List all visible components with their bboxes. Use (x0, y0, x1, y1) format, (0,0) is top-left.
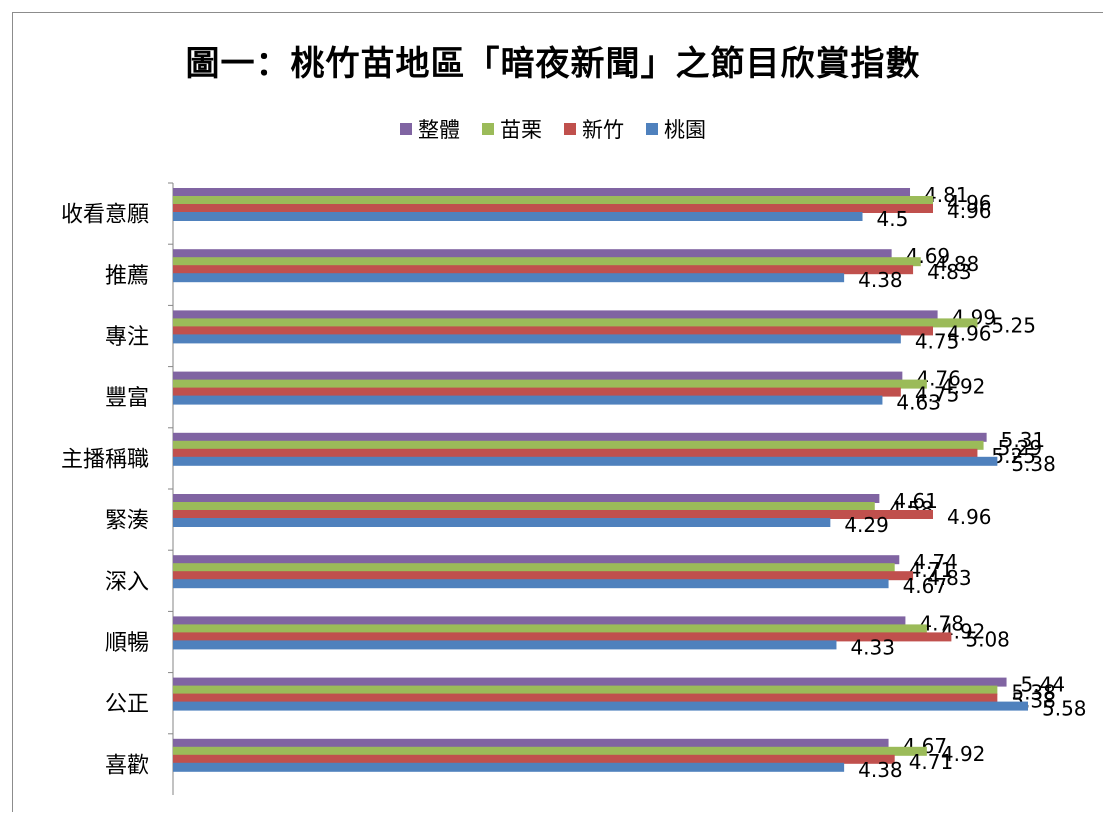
data-label: 4.71 (909, 558, 954, 582)
legend-item: 整體 (400, 114, 460, 144)
legend-item: 苗栗 (482, 114, 542, 144)
legend-swatch (564, 123, 576, 135)
y-tick-label: 緊湊 (105, 509, 149, 534)
legend-swatch (400, 123, 412, 135)
legend-swatch (646, 123, 658, 135)
legend-item: 桃園 (646, 114, 706, 144)
bar (173, 395, 883, 405)
bar (173, 249, 892, 259)
y-tick-label: 深入 (105, 570, 149, 595)
data-label: 4.96 (947, 199, 992, 223)
data-label: 4.83 (927, 260, 972, 284)
data-label: 4.83 (927, 566, 972, 590)
y-tick-label: 推薦 (105, 264, 149, 289)
bar (173, 440, 984, 450)
data-label: 4.74 (913, 550, 958, 574)
data-label: 5.38 (1011, 452, 1056, 476)
bar (173, 738, 889, 748)
data-label: 4.96 (947, 321, 992, 345)
bar (173, 616, 906, 626)
bar (173, 318, 978, 328)
bar (173, 571, 914, 581)
bar (173, 632, 952, 642)
data-label: 4.33 (850, 635, 895, 659)
bar (173, 624, 927, 634)
legend: 整體 苗栗 新竹 桃園 (0, 114, 1106, 144)
bar (173, 326, 933, 336)
chart-title: 圖一：桃竹苗地區「暗夜新聞」之節目欣賞指數 (185, 44, 921, 84)
legend-swatch (482, 123, 494, 135)
data-label: 4.75 (915, 383, 960, 407)
data-label: 4.92 (941, 742, 986, 766)
data-label: 4.67 (903, 574, 948, 598)
bar (173, 510, 933, 519)
y-tick-label: 主播稱職 (61, 447, 149, 472)
bar (173, 494, 880, 503)
bar (173, 371, 903, 381)
bar (173, 196, 933, 205)
data-label: 5.38 (1011, 681, 1056, 705)
data-label: 4.88 (935, 252, 980, 276)
bar (173, 432, 987, 442)
data-label: 5.25 (991, 444, 1036, 468)
data-label: 5.44 (1021, 673, 1066, 697)
data-label: 4.38 (858, 758, 903, 782)
legend-item: 新竹 (564, 114, 624, 144)
y-tick-label: 喜歡 (105, 753, 149, 778)
bar (173, 310, 938, 320)
bar (173, 555, 900, 565)
bar (173, 693, 998, 703)
y-tick-label: 收看意願 (61, 203, 149, 228)
data-label: 4.29 (844, 513, 889, 537)
bar (173, 456, 998, 466)
bar (173, 640, 837, 650)
data-label: 4.96 (947, 505, 992, 529)
bar (173, 563, 895, 573)
data-label: 4.61 (893, 489, 938, 513)
bar (173, 685, 998, 695)
bar (173, 762, 845, 772)
bar (173, 754, 895, 764)
data-label: 4.38 (858, 268, 903, 292)
bar (173, 701, 1028, 711)
legend-label: 整體 (418, 118, 460, 142)
y-tick-label: 豐富 (105, 386, 149, 411)
y-tick-label: 順暢 (105, 631, 149, 656)
data-label: 4.75 (915, 329, 960, 353)
bar (173, 502, 875, 511)
legend-label: 桃園 (664, 118, 706, 142)
bar (173, 379, 927, 389)
legend-label: 苗栗 (500, 118, 542, 142)
data-label: 4.96 (947, 191, 992, 215)
bar (173, 204, 933, 213)
bar (173, 746, 927, 756)
data-label: 4.63 (896, 391, 941, 415)
bar (173, 265, 914, 275)
y-tick-label: 公正 (105, 692, 149, 717)
bar (173, 677, 1007, 687)
y-tick-label: 專注 (105, 325, 149, 350)
bar (173, 257, 921, 267)
bar (173, 518, 831, 527)
data-label: 5.31 (1001, 428, 1046, 452)
bar (173, 579, 889, 589)
data-label: 4.5 (877, 207, 909, 231)
data-label: 4.71 (909, 750, 954, 774)
legend-label: 新竹 (582, 118, 624, 142)
bar (173, 188, 911, 197)
data-label: 5.58 (1042, 697, 1087, 721)
bar (173, 334, 901, 344)
bar (173, 387, 901, 397)
bar (173, 448, 978, 458)
data-label: 5.25 (991, 313, 1036, 337)
bar (173, 273, 845, 283)
data-label: 5.08 (965, 627, 1010, 651)
data-label: 5.29 (998, 436, 1043, 460)
data-label: 4.92 (941, 375, 986, 399)
bar (173, 212, 863, 221)
